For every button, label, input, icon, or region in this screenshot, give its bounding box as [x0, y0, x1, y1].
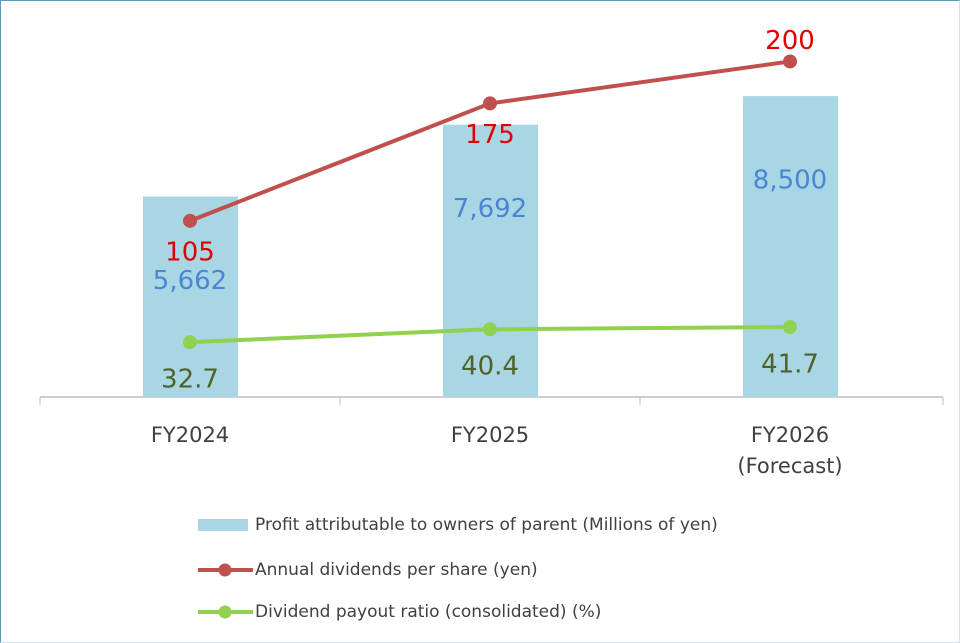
- legend-label: Profit attributable to owners of parent …: [255, 515, 718, 535]
- legend-swatch: [198, 519, 248, 531]
- bar: [743, 96, 838, 397]
- line-value-label: 200: [765, 26, 815, 56]
- line-marker: [483, 322, 497, 337]
- line-marker: [783, 320, 797, 335]
- x-tick-label: FY2024: [150, 423, 230, 447]
- legend-label: Annual dividends per share (yen): [255, 560, 538, 580]
- bar: [143, 196, 238, 397]
- line-marker: [183, 213, 197, 228]
- line-value-label: 175: [465, 120, 515, 150]
- line-value-label: 41.7: [761, 350, 819, 380]
- line-marker: [183, 335, 197, 350]
- bar: [443, 124, 538, 398]
- legend-swatch: [218, 605, 232, 619]
- line-value-label: 105: [165, 237, 215, 267]
- x-tick-label: FY2026 (Forecast): [737, 423, 843, 478]
- bar-value-label: 8,500: [753, 166, 827, 196]
- line-marker: [483, 96, 497, 111]
- legend-swatch: [218, 563, 232, 577]
- legend-label: Dividend payout ratio (consolidated) (%): [255, 602, 601, 622]
- line-value-label: 32.7: [161, 365, 219, 395]
- x-tick-label: FY2025: [450, 423, 530, 447]
- line-value-label: 40.4: [461, 352, 519, 382]
- line-marker: [783, 54, 797, 69]
- bar-value-label: 5,662: [153, 266, 227, 296]
- bar-value-label: 7,692: [453, 194, 527, 224]
